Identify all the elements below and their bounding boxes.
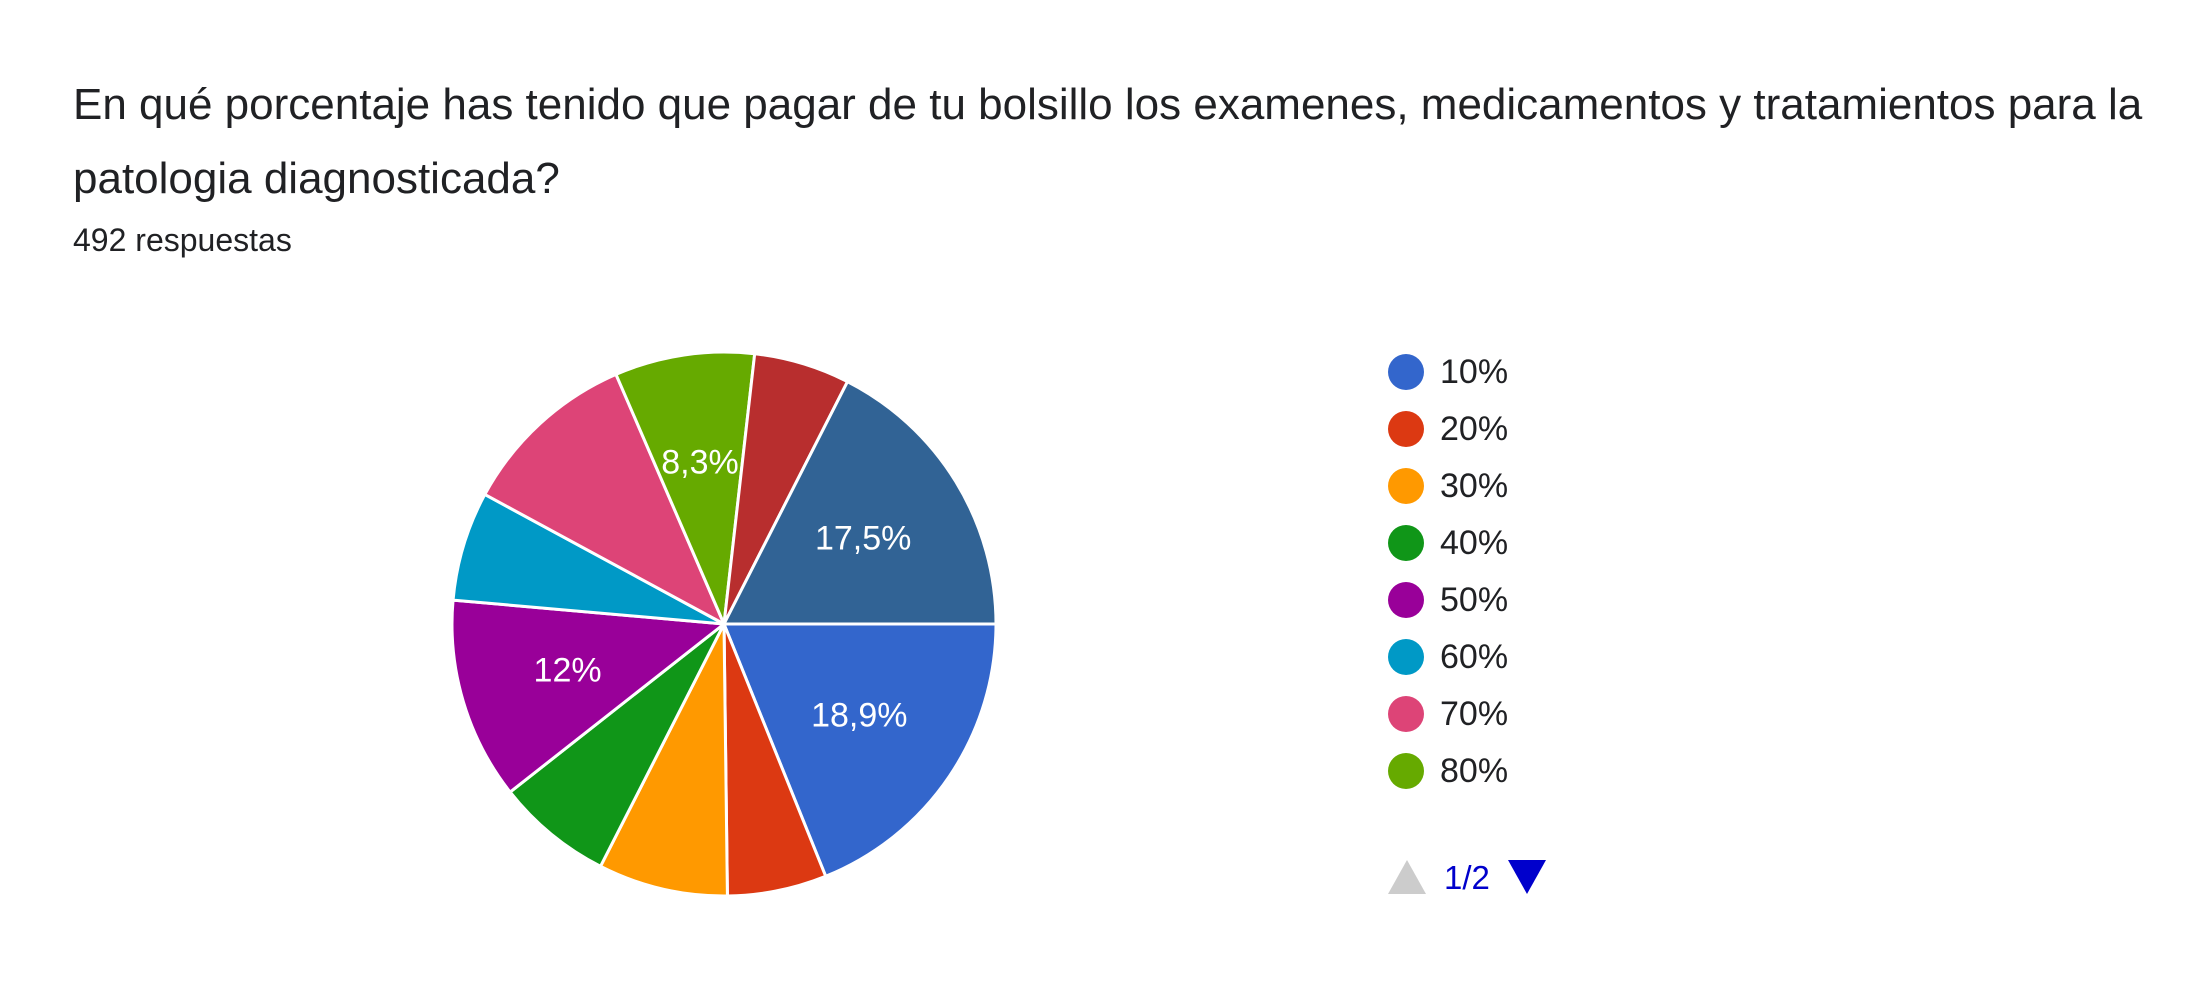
triangle-down-icon[interactable] xyxy=(1508,860,1546,894)
legend-item-60pct[interactable]: 60% xyxy=(1388,637,1648,677)
pie-slice-70pct[interactable] xyxy=(483,372,726,626)
pie-labels: 18,9% 12% 8,3% 17,5% xyxy=(534,444,912,735)
legend-swatch xyxy=(1388,468,1424,504)
legend-label: 10% xyxy=(1440,353,1509,391)
legend-swatch xyxy=(1388,354,1424,390)
legend-item-30pct[interactable]: 30% xyxy=(1388,466,1648,506)
legend-swatch xyxy=(1388,525,1424,561)
legend-label: 70% xyxy=(1440,695,1509,733)
legend-item-80pct[interactable]: 80% xyxy=(1388,751,1648,791)
legend-label: 30% xyxy=(1440,467,1509,505)
pie-slice-label: 12% xyxy=(534,652,602,690)
legend-label: 20% xyxy=(1440,410,1509,448)
legend-label: 80% xyxy=(1440,752,1509,790)
legend-label: 40% xyxy=(1440,524,1509,562)
response-count: 492 respuestas xyxy=(73,222,292,258)
pie-slice-50pct[interactable] xyxy=(450,598,726,794)
pie-slice-30pct[interactable] xyxy=(599,622,729,898)
legend-label: 60% xyxy=(1440,638,1509,676)
pie-slice-label: 18,9% xyxy=(811,696,907,734)
pie-slice-other-9[interactable] xyxy=(722,380,998,626)
legend-item-50pct[interactable]: 50% xyxy=(1388,580,1648,620)
pie-slice-80pct[interactable] xyxy=(614,350,757,626)
legend-item-70pct[interactable]: 70% xyxy=(1388,694,1648,734)
triangle-up-icon xyxy=(1388,860,1426,894)
legend-swatch xyxy=(1388,411,1424,447)
pie-slice-label: 8,3% xyxy=(661,444,739,482)
pie-slice-40pct[interactable] xyxy=(508,622,726,868)
legend-swatch xyxy=(1388,696,1424,732)
pager-page-indicator: 1/2 xyxy=(1444,859,1490,896)
legend-swatch xyxy=(1388,753,1424,789)
legend-swatch xyxy=(1388,639,1424,675)
pie-slices xyxy=(450,350,998,898)
legend-item-20pct[interactable]: 20% xyxy=(1388,409,1648,449)
pie-slice-60pct[interactable] xyxy=(451,492,726,626)
question-title: En qué porcentaje has tenido que pagar d… xyxy=(73,80,2143,203)
legend-swatch xyxy=(1388,582,1424,618)
legend-item-10pct[interactable]: 10% xyxy=(1388,352,1648,392)
pie-slice-10pct[interactable] xyxy=(722,622,998,878)
legend-item-40pct[interactable]: 40% xyxy=(1388,523,1648,563)
legend-label: 50% xyxy=(1440,581,1509,619)
pie-slice-label: 17,5% xyxy=(815,520,911,558)
legend-pager: 1/2 xyxy=(1388,856,1588,900)
